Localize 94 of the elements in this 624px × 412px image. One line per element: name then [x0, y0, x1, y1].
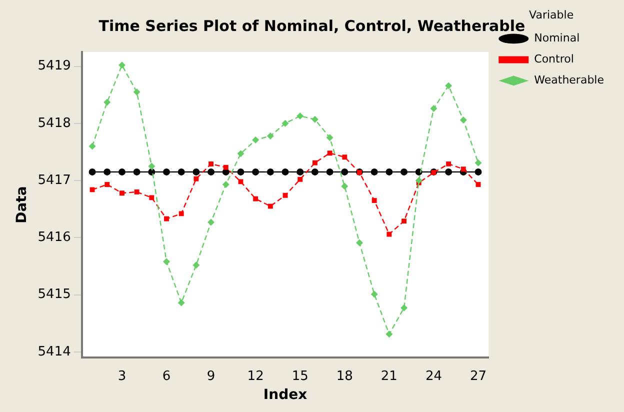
point: [148, 162, 156, 170]
point: [237, 150, 244, 158]
point: [460, 116, 467, 124]
legend-label: Control: [534, 52, 574, 66]
point: [400, 168, 408, 176]
point: [415, 177, 422, 184]
point: [88, 168, 96, 176]
x-tick-label: 24: [425, 368, 442, 384]
y-tick-label: 5416: [38, 230, 71, 246]
point: [104, 168, 111, 176]
point: [311, 168, 318, 176]
point: [298, 176, 303, 182]
x-tick-label: 18: [336, 368, 353, 384]
point: [282, 120, 289, 127]
point: [430, 105, 438, 112]
point: [402, 218, 406, 224]
x-tick-label: 6: [162, 368, 171, 384]
point: [445, 82, 452, 90]
point: [164, 216, 169, 222]
point: [238, 179, 244, 184]
x-tick-label: 21: [380, 368, 398, 384]
point: [341, 182, 348, 190]
point: [192, 168, 200, 176]
point: [266, 132, 274, 140]
point: [372, 198, 377, 203]
point: [296, 168, 304, 176]
legend-label: Nominal: [534, 32, 580, 45]
point: [208, 161, 214, 166]
point: [133, 168, 140, 176]
point: [104, 98, 111, 106]
point: [326, 134, 334, 142]
point: [312, 160, 318, 166]
point: [266, 168, 274, 176]
point: [178, 211, 184, 216]
y-tick-label: 5414: [38, 344, 71, 360]
point: [118, 168, 126, 176]
point: [88, 142, 96, 150]
point: [370, 168, 378, 176]
x-tick-label: 9: [206, 368, 216, 384]
point: [400, 304, 408, 312]
y-tick-label: 5417: [38, 172, 71, 188]
x-tick-label: 3: [118, 368, 126, 384]
point: [178, 299, 185, 306]
point: [370, 290, 378, 298]
point: [282, 192, 288, 198]
point: [327, 150, 332, 156]
point: [253, 196, 258, 202]
point: [342, 154, 348, 160]
legend-label: Weatherable: [534, 74, 604, 87]
x-axis-title: Index: [263, 387, 308, 404]
point: [222, 181, 230, 188]
point: [460, 166, 466, 172]
y-axis-title: Data: [14, 186, 30, 224]
point: [445, 168, 452, 176]
point: [90, 187, 95, 192]
x-tick-label: 15: [292, 368, 308, 384]
point: [118, 62, 126, 69]
x-tick-label: 12: [247, 368, 264, 384]
point: [252, 136, 260, 144]
point: [178, 168, 185, 176]
point: [119, 190, 124, 196]
point: [296, 112, 304, 120]
x-tick-label: 27: [470, 368, 487, 384]
point: [326, 168, 334, 176]
point: [163, 168, 170, 176]
point: [474, 159, 482, 166]
point: [386, 330, 393, 338]
point: [208, 168, 215, 176]
point: [104, 182, 110, 187]
legend-title: Variable: [529, 8, 574, 22]
point: [311, 116, 318, 123]
point: [474, 168, 482, 176]
chart-title: Time Series Plot of Nominal, Control, Weatherable: [98, 16, 526, 35]
point: [446, 161, 452, 166]
point: [282, 168, 289, 176]
point: [386, 168, 393, 176]
point: [386, 232, 392, 237]
point: [194, 176, 199, 182]
point: [252, 168, 260, 176]
y-tick-label: 5415: [38, 287, 71, 302]
point: [356, 239, 363, 246]
y-tick-label: 5419: [38, 58, 71, 74]
point: [134, 189, 140, 194]
point: [208, 218, 215, 226]
point: [476, 182, 481, 187]
point: [268, 204, 273, 209]
point: [223, 164, 228, 170]
point: [133, 88, 140, 96]
point: [163, 258, 170, 266]
y-tick-label: 5418: [38, 116, 71, 131]
point: [341, 168, 348, 176]
point: [192, 262, 200, 269]
point: [149, 195, 154, 200]
point: [237, 168, 244, 176]
